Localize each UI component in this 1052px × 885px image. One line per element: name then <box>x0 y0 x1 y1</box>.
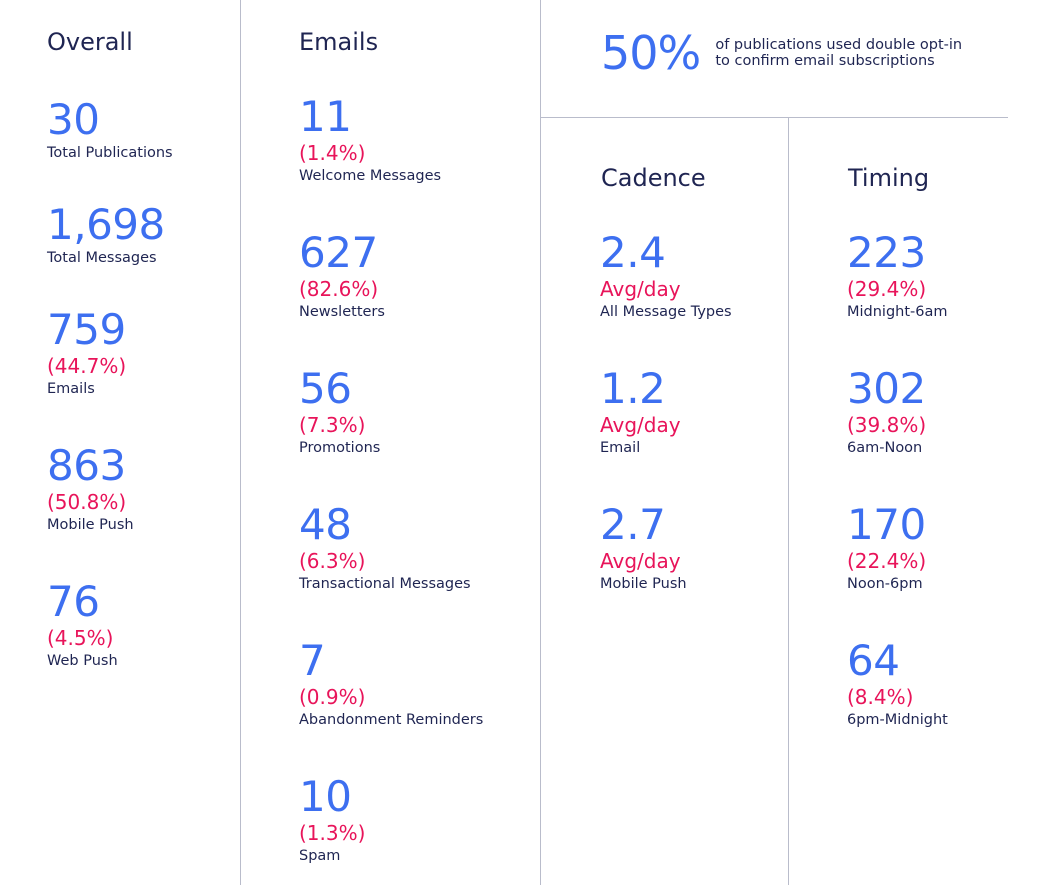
stat-label: 6pm-Midnight <box>847 712 948 728</box>
stat-percent: (0.9%) <box>299 685 366 709</box>
overall-heading: Overall <box>47 28 133 56</box>
stat-timing-6am-noon: 302 (39.8%) 6am-Noon <box>847 368 926 457</box>
stat-percent: (4.5%) <box>47 626 114 650</box>
stat-label: Emails <box>47 381 95 397</box>
stat-percent: Avg/day <box>600 413 681 437</box>
double-optin-line-1: of publications used double opt-in <box>715 37 963 53</box>
stat-value: 627 <box>299 228 378 277</box>
stat-percent: (39.8%) <box>847 413 927 437</box>
stat-label: All Message Types <box>600 304 732 320</box>
stat-percent: (82.6%) <box>299 277 379 301</box>
stat-value: 170 <box>847 500 926 549</box>
stat-timing-noon-6pm: 170 (22.4%) Noon-6pm <box>847 504 926 593</box>
stat-abandonment-reminders: 7 (0.9%) Abandonment Reminders <box>299 640 483 729</box>
stat-label: Email <box>600 440 641 456</box>
stat-cadence-email: 1.2 Avg/day Email <box>600 368 681 457</box>
stat-percent: (1.4%) <box>299 141 366 165</box>
stat-welcome-messages: 11 (1.4%) Welcome Messages <box>299 96 441 185</box>
stat-value: 7 <box>299 636 326 685</box>
stat-newsletters: 627 (82.6%) Newsletters <box>299 232 385 321</box>
cadence-heading: Cadence <box>601 164 706 192</box>
stat-value: 1,698 <box>47 200 165 249</box>
stat-value: 64 <box>847 636 900 685</box>
stat-percent: (6.3%) <box>299 549 366 573</box>
stat-value: 48 <box>299 500 352 549</box>
emails-heading: Emails <box>299 28 379 56</box>
stat-label: Total Messages <box>47 250 157 266</box>
stat-value: 30 <box>47 95 100 144</box>
stat-emails: 759 (44.7%) Emails <box>47 309 126 398</box>
stat-label: Promotions <box>299 440 381 456</box>
stat-value: 1.2 <box>600 364 666 413</box>
stat-percent: (44.7%) <box>47 354 127 378</box>
stat-percent: Avg/day <box>600 549 681 573</box>
stat-label: Noon-6pm <box>847 576 923 592</box>
stat-value: 223 <box>847 228 926 277</box>
stat-mobile-push: 863 (50.8%) Mobile Push <box>47 445 134 534</box>
double-optin-note: of publications used double opt-in to co… <box>715 37 962 69</box>
stat-label: Mobile Push <box>47 517 134 533</box>
double-optin-value: 50% <box>601 26 701 80</box>
stat-percent: (1.3%) <box>299 821 366 845</box>
stat-value: 863 <box>47 441 126 490</box>
stat-label: Total Publications <box>47 145 173 161</box>
stat-percent: (50.8%) <box>47 490 127 514</box>
stat-value: 11 <box>299 92 352 141</box>
stat-label: Abandonment Reminders <box>299 712 484 728</box>
stat-value: 56 <box>299 364 352 413</box>
stat-promotions: 56 (7.3%) Promotions <box>299 368 380 457</box>
stat-cadence-all: 2.4 Avg/day All Message Types <box>600 232 732 321</box>
stat-timing-midnight-6am: 223 (29.4%) Midnight-6am <box>847 232 948 321</box>
stat-label: Mobile Push <box>600 576 687 592</box>
stat-percent: Avg/day <box>600 277 681 301</box>
divider-emails-right <box>540 0 541 885</box>
stat-percent: (29.4%) <box>847 277 927 301</box>
stat-value: 10 <box>299 772 352 821</box>
stat-label: 6am-Noon <box>847 440 923 456</box>
divider-cadence-timing <box>788 117 789 885</box>
stat-value: 302 <box>847 364 926 413</box>
stat-label: Web Push <box>47 653 118 669</box>
stat-label: Newsletters <box>299 304 385 320</box>
stat-web-push: 76 (4.5%) Web Push <box>47 581 118 670</box>
stat-spam: 10 (1.3%) Spam <box>299 776 365 865</box>
stat-value: 759 <box>47 305 126 354</box>
stat-value: 2.4 <box>600 228 666 277</box>
double-optin-callout: 50% of publications used double opt-in t… <box>601 28 962 78</box>
stat-percent: (7.3%) <box>299 413 366 437</box>
divider-overall-emails <box>240 0 241 885</box>
divider-callout-bottom <box>541 117 1008 118</box>
stat-total-publications: 30 Total Publications <box>47 99 173 162</box>
stat-percent: (8.4%) <box>847 685 914 709</box>
stat-total-messages: 1,698 Total Messages <box>47 204 165 267</box>
timing-heading: Timing <box>848 164 930 192</box>
stat-label: Spam <box>299 848 341 864</box>
double-optin-line-2: to confirm email subscriptions <box>715 53 935 69</box>
stat-label: Transactional Messages <box>299 576 471 592</box>
stat-value: 76 <box>47 577 100 626</box>
stat-label: Midnight-6am <box>847 304 948 320</box>
stat-label: Welcome Messages <box>299 168 442 184</box>
stat-percent: (22.4%) <box>847 549 927 573</box>
stat-value: 2.7 <box>600 500 666 549</box>
stat-cadence-mobile-push: 2.7 Avg/day Mobile Push <box>600 504 687 593</box>
stat-transactional-messages: 48 (6.3%) Transactional Messages <box>299 504 471 593</box>
stat-timing-6pm-midnight: 64 (8.4%) 6pm-Midnight <box>847 640 948 729</box>
